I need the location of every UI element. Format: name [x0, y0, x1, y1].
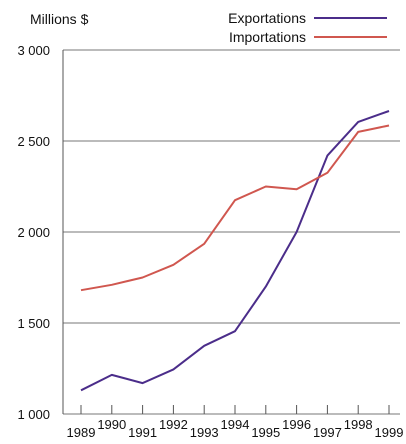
x-tick-label: 1996 [282, 417, 311, 432]
series-lines [80, 110, 390, 392]
x-tick-label: 1990 [97, 417, 126, 432]
x-tick-label: 1992 [159, 417, 188, 432]
x-tick-label: 1999 [375, 425, 404, 440]
legend-label: Exportations [228, 10, 306, 26]
x-tick-labels: 1989199019911992199319941995199619971998… [67, 405, 404, 440]
y-tick-labels: 1 000 1 500 2 000 2 500 3 000 [17, 43, 50, 422]
legend-label: Importations [229, 29, 306, 45]
x-tick-label: 1994 [221, 417, 250, 432]
y-tick-label: 1 500 [17, 316, 50, 331]
x-tick-label: 1998 [344, 417, 373, 432]
series-line-importations [80, 124, 390, 292]
grid-lines [63, 49, 400, 415]
y-tick-label: 1 000 [17, 407, 50, 422]
x-tick-label: 1991 [128, 425, 157, 440]
x-tick-label: 1997 [313, 425, 342, 440]
series-line-exportations [80, 110, 390, 392]
x-tick-label: 1989 [67, 425, 96, 440]
y-tick-label: 3 000 [17, 43, 50, 58]
y-axis-unit-label: Millions $ [30, 11, 89, 27]
x-tick-label: 1993 [190, 425, 219, 440]
y-tick-label: 2 500 [17, 134, 50, 149]
y-tick-label: 2 000 [17, 225, 50, 240]
legend: Exportations Importations [228, 10, 387, 45]
x-tick-label: 1995 [251, 425, 280, 440]
